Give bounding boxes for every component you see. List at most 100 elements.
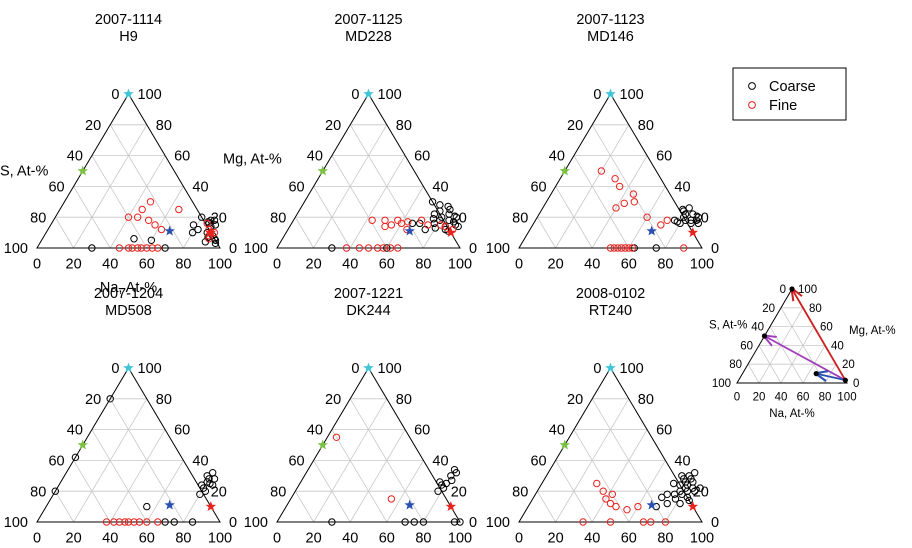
legend-marker bbox=[748, 101, 756, 109]
axis-label-na: Na, At-% bbox=[100, 280, 157, 296]
grid-line bbox=[54, 490, 74, 523]
fine-point bbox=[629, 190, 638, 198]
coarse-point bbox=[670, 216, 679, 224]
tick-label-s: 80 bbox=[729, 359, 742, 371]
fine-point bbox=[437, 221, 445, 229]
fine-point bbox=[115, 518, 124, 526]
tick-label-na: 100 bbox=[690, 257, 714, 273]
fine-point bbox=[606, 244, 615, 252]
tick-label-mg: 0 bbox=[229, 241, 237, 257]
tick-label-mg: 60 bbox=[414, 423, 430, 439]
coarse-point bbox=[694, 219, 703, 228]
grid-line bbox=[313, 186, 351, 249]
tick-label-mg: 40 bbox=[831, 340, 844, 352]
fine-point bbox=[121, 518, 129, 526]
tick-label-mg: 0 bbox=[469, 515, 477, 531]
inset-arrow bbox=[792, 289, 847, 381]
grid-line bbox=[555, 460, 593, 523]
inset-point bbox=[761, 333, 768, 339]
reference-star bbox=[77, 439, 88, 450]
grid-line bbox=[294, 490, 314, 523]
fine-point bbox=[151, 221, 159, 229]
ternary-panel-4: 0002020204040406060608080801001001002007… bbox=[4, 286, 237, 547]
grid-line bbox=[331, 429, 388, 523]
tick-label-na: 0 bbox=[273, 257, 281, 273]
reference-star bbox=[404, 225, 415, 236]
coarse-point bbox=[690, 487, 699, 495]
panel-subtitle: RT240 bbox=[589, 303, 632, 319]
tick-label-na: 20 bbox=[548, 531, 564, 547]
fine-point bbox=[610, 244, 618, 252]
coarse-point bbox=[170, 518, 178, 526]
fine-point bbox=[628, 244, 637, 252]
triangle-frame bbox=[736, 288, 848, 384]
fine-point bbox=[143, 244, 151, 252]
coarse-point bbox=[687, 219, 695, 228]
inset-axis-label-na: Na, At-% bbox=[769, 408, 814, 420]
grid-line bbox=[313, 460, 351, 523]
grid-line bbox=[331, 155, 388, 249]
tick-label-mg: 80 bbox=[156, 118, 172, 134]
fine-point bbox=[144, 216, 153, 224]
tick-label-mg: 100 bbox=[620, 87, 644, 103]
coarse-point bbox=[456, 518, 464, 526]
grid-line bbox=[536, 490, 556, 523]
tick-label-mg: 20 bbox=[842, 359, 855, 371]
fine-point bbox=[661, 518, 670, 526]
grid-line bbox=[349, 429, 406, 523]
fine-point bbox=[615, 182, 624, 191]
ternary-panel-1: 0002020204040406060608080801001001002007… bbox=[0, 12, 282, 296]
grid-line bbox=[294, 216, 314, 249]
grid-line bbox=[536, 216, 556, 249]
reference-star bbox=[205, 227, 217, 238]
tick-label-na: 60 bbox=[379, 531, 395, 547]
fine-point bbox=[154, 244, 162, 252]
coarse-point bbox=[203, 472, 211, 480]
fine-point bbox=[639, 518, 648, 526]
triangle-frame bbox=[276, 93, 461, 249]
coarse-point bbox=[106, 395, 114, 403]
tick-label-na: 40 bbox=[102, 531, 118, 547]
grid-line bbox=[802, 345, 826, 384]
coarse-point bbox=[188, 228, 197, 237]
fine-point bbox=[387, 495, 396, 503]
fine-point bbox=[133, 244, 142, 252]
tick-label-na: 0 bbox=[515, 257, 523, 273]
fine-point bbox=[332, 433, 341, 441]
inset-point bbox=[789, 286, 795, 292]
tick-label-s: 0 bbox=[111, 361, 119, 377]
tick-label-mg: 0 bbox=[469, 241, 477, 257]
tick-label-s: 100 bbox=[4, 515, 28, 531]
fine-point bbox=[680, 244, 688, 252]
coarse-point bbox=[658, 493, 666, 502]
coarse-point bbox=[328, 244, 336, 252]
coarse-point bbox=[454, 222, 462, 231]
coarse-point bbox=[189, 221, 198, 229]
tick-label-mg: 40 bbox=[192, 453, 208, 469]
reference-star bbox=[77, 165, 88, 176]
tick-label-s: 60 bbox=[48, 453, 64, 469]
fine-point bbox=[148, 244, 156, 252]
tick-label-mg: 40 bbox=[432, 179, 448, 195]
legend-label: Fine bbox=[769, 98, 797, 114]
coarse-point bbox=[198, 213, 206, 221]
tick-label-s: 40 bbox=[67, 149, 83, 165]
tick-label-na: 0 bbox=[273, 531, 281, 547]
panel-title: 2007-1221 bbox=[334, 286, 403, 302]
coarse-point bbox=[447, 472, 455, 480]
tick-label-mg: 60 bbox=[414, 149, 430, 165]
panel-subtitle: MD146 bbox=[587, 29, 634, 45]
coarse-point bbox=[436, 201, 444, 209]
grid-line bbox=[628, 186, 666, 249]
tick-label-mg: 80 bbox=[638, 118, 654, 134]
tick-label-s: 100 bbox=[244, 515, 268, 531]
fine-point bbox=[146, 198, 155, 206]
grid-line bbox=[109, 429, 166, 523]
tick-label-mg: 100 bbox=[378, 361, 402, 377]
grid-line bbox=[628, 460, 666, 523]
fine-point bbox=[606, 518, 615, 526]
tick-label-s: 20 bbox=[85, 118, 101, 134]
legend-marker bbox=[748, 82, 756, 90]
tick-label-mg: 80 bbox=[809, 303, 822, 315]
